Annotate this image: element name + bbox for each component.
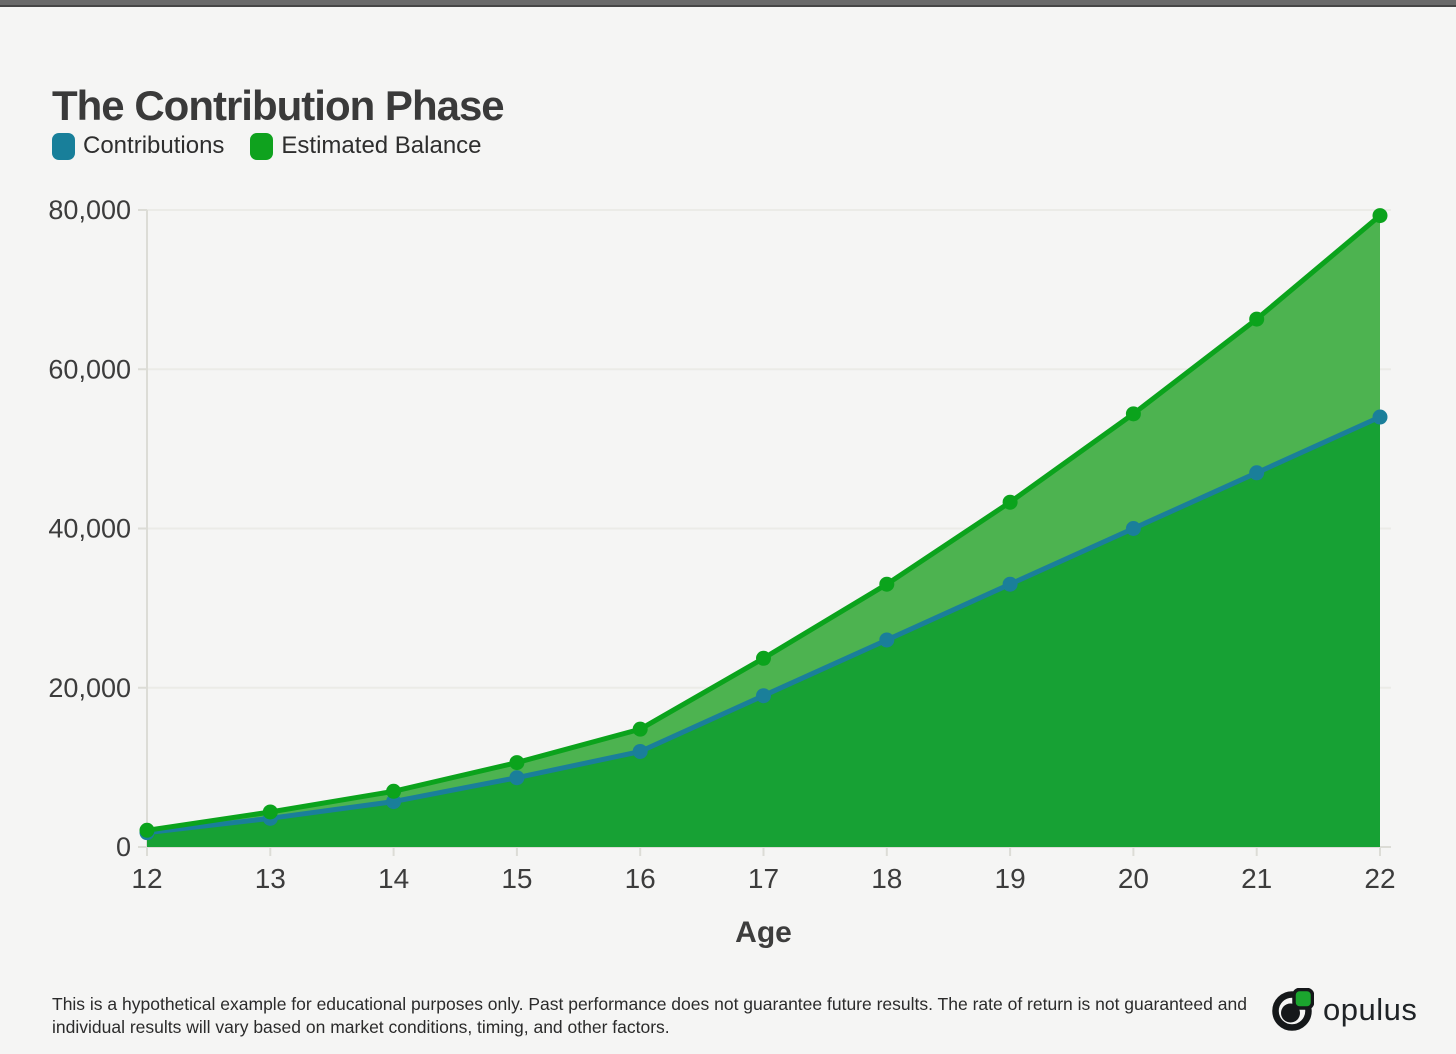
svg-text:15: 15 xyxy=(501,863,532,894)
legend-item-estimated-balance: Estimated Balance xyxy=(250,132,482,160)
data-point xyxy=(1372,208,1388,224)
data-point xyxy=(632,743,648,759)
legend-item-contributions: Contributions xyxy=(52,132,224,160)
svg-text:16: 16 xyxy=(625,863,656,894)
data-point xyxy=(1249,311,1265,327)
disclaimer-line: individual results will vary based on ma… xyxy=(52,1016,670,1037)
opulus-logo-text: opulus xyxy=(1323,992,1418,1027)
data-point xyxy=(386,783,402,799)
data-point xyxy=(1002,576,1018,592)
axis-ticks xyxy=(138,209,1381,856)
data-point xyxy=(262,804,278,820)
svg-text:80,000: 80,000 xyxy=(48,195,131,225)
estimated-balance-swatch-icon xyxy=(250,132,274,160)
estimated-balance-points xyxy=(139,208,1388,838)
svg-text:20: 20 xyxy=(1118,863,1149,894)
x-axis-title: Age xyxy=(735,916,792,949)
svg-text:20,000: 20,000 xyxy=(48,673,131,703)
svg-text:17: 17 xyxy=(748,863,779,894)
top-window-bar xyxy=(0,0,1456,7)
legend-label: Contributions xyxy=(83,132,225,159)
data-point xyxy=(756,650,771,666)
y-axis-labels: 0 20,000 40,000 60,000 80,000 xyxy=(48,195,131,862)
svg-text:40,000: 40,000 xyxy=(48,514,131,544)
data-point xyxy=(1125,521,1141,536)
svg-text:13: 13 xyxy=(255,863,286,894)
contributions-swatch-icon xyxy=(52,132,75,160)
opulus-logo-icon xyxy=(1272,988,1314,1031)
disclaimer-line: This is a hypothetical example for educa… xyxy=(52,994,1247,1014)
data-point xyxy=(1372,409,1388,425)
data-point xyxy=(756,688,771,704)
data-point xyxy=(509,755,525,771)
svg-text:0: 0 xyxy=(116,832,131,862)
data-point xyxy=(509,770,525,786)
data-point xyxy=(1249,465,1265,481)
chart-legend: Contributions Estimated Balance xyxy=(52,132,482,160)
legend-label: Estimated Balance xyxy=(281,132,482,159)
contributions-area xyxy=(147,417,1380,847)
svg-text:21: 21 xyxy=(1241,863,1272,894)
svg-text:14: 14 xyxy=(378,863,409,894)
data-point xyxy=(1125,406,1141,422)
data-point xyxy=(1002,494,1018,510)
data-point xyxy=(386,794,402,810)
data-point xyxy=(879,576,895,592)
page-title: The Contribution Phase xyxy=(52,82,505,130)
data-point xyxy=(139,822,155,838)
opulus-logo: opulus xyxy=(1272,988,1417,1032)
disclaimer-text: This is a hypothetical example for educa… xyxy=(52,993,1252,1038)
data-point xyxy=(632,721,648,737)
svg-text:18: 18 xyxy=(871,863,902,894)
data-point xyxy=(879,632,895,648)
svg-text:60,000: 60,000 xyxy=(48,354,131,384)
svg-text:19: 19 xyxy=(995,863,1026,894)
svg-text:22: 22 xyxy=(1364,863,1395,894)
x-axis-labels: 12 13 14 15 16 17 18 19 20 21 22 xyxy=(131,863,1395,894)
svg-text:12: 12 xyxy=(131,863,162,894)
